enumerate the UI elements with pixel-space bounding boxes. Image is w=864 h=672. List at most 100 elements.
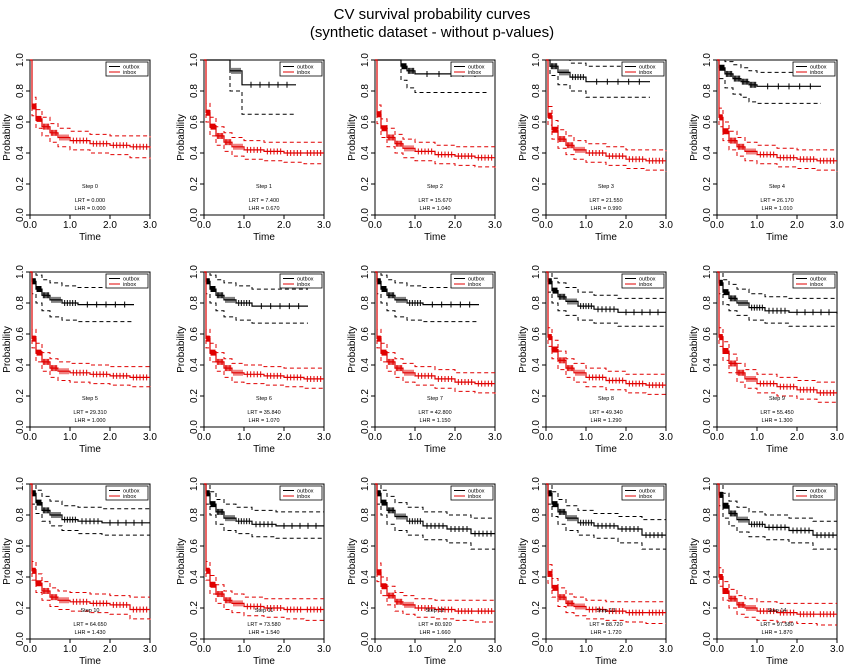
- figure-subtitle: (synthetic dataset - without p-values): [309, 24, 555, 41]
- x-tick-label: 3.0: [143, 432, 157, 443]
- y-tick-label: 0.4: [360, 146, 371, 160]
- y-tick-label: 0.4: [15, 146, 26, 160]
- y-tick-label: 1.0: [189, 53, 200, 67]
- x-tick-label: 3.0: [830, 644, 844, 655]
- lhr-label: LHR = 1.430: [74, 630, 105, 636]
- y-tick-label: 0.6: [360, 327, 371, 341]
- lrt-label: LRT = 42.800: [418, 410, 451, 416]
- inbox-survival-curve: [204, 483, 324, 611]
- inbox-survival-curve: [546, 59, 666, 162]
- legend-label-inbox: inbox: [639, 494, 652, 500]
- lhr-label: LHR = 1.070: [248, 418, 279, 424]
- plot-frame: [545, 483, 667, 640]
- inbox-survival-curve: [204, 59, 324, 154]
- y-tick-label: 0.6: [531, 115, 542, 129]
- x-tick-label: 2.0: [277, 220, 291, 231]
- inbox-upper-band: [717, 59, 837, 151]
- y-tick-label: 0.8: [531, 84, 542, 98]
- x-axis-title: Time: [766, 656, 788, 667]
- survival-panel: 0.0 1.0 2.0 3.00.00.20.40.60.81.0TimeProbab…: [347, 477, 502, 667]
- plot-frame: [716, 59, 838, 216]
- inbox-lower-band: [375, 59, 496, 169]
- y-tick-label: 1.0: [15, 265, 26, 279]
- y-tick-label: 0.2: [15, 389, 26, 403]
- x-tick-label: 3.0: [659, 644, 673, 655]
- y-tick-label: 0.4: [702, 146, 713, 160]
- inbox-lower-band: [30, 271, 151, 389]
- inbox-survival-curve: [717, 271, 837, 394]
- y-tick-label: 1.0: [189, 477, 200, 491]
- inbox-survival-curve: [375, 59, 495, 159]
- x-tick-label: 3.0: [488, 644, 502, 655]
- x-axis-title: Time: [424, 232, 446, 243]
- x-axis-title: Time: [79, 656, 101, 667]
- y-tick-label: 0.6: [189, 327, 200, 341]
- outbox-upper-band: [546, 271, 666, 299]
- y-tick-label: 0.4: [702, 358, 713, 372]
- x-tick-label: 1.0: [579, 220, 593, 231]
- x-tick-label: 0.0: [710, 644, 724, 655]
- y-tick-label: 0.0: [360, 420, 371, 434]
- step-label: Step 4: [769, 184, 785, 190]
- lrt-label: LRT = 55.450: [760, 410, 793, 416]
- lrt-label: LRT = 88.720: [589, 622, 622, 628]
- x-tick-label: 2.0: [277, 432, 291, 443]
- inbox-upper-band: [546, 59, 667, 152]
- x-tick-label: 1.0: [63, 644, 77, 655]
- y-tick-label: 1.0: [360, 477, 371, 491]
- lhr-label: LHR = 1.300: [761, 418, 792, 424]
- y-tick-label: 0.4: [531, 146, 542, 160]
- y-tick-label: 0.4: [360, 358, 371, 372]
- x-tick-label: 2.0: [619, 220, 633, 231]
- x-tick-label: 0.0: [539, 644, 553, 655]
- y-axis-title: Probability: [2, 538, 13, 585]
- legend-label-inbox: inbox: [297, 282, 310, 288]
- x-tick-label: 2.0: [448, 220, 462, 231]
- lhr-label: LHR = 1.540: [248, 630, 279, 636]
- outbox-upper-band: [204, 483, 324, 513]
- x-axis-title: Time: [595, 656, 617, 667]
- plot-frame: [203, 271, 325, 428]
- x-tick-label: 2.0: [790, 644, 804, 655]
- lrt-label: LRT = 7.400: [249, 198, 279, 204]
- x-tick-label: 2.0: [790, 220, 804, 231]
- outbox-upper-band: [30, 483, 150, 510]
- lrt-label: LRT = 49.340: [589, 410, 622, 416]
- y-tick-label: 0.8: [360, 84, 371, 98]
- lhr-label: LHR = 1.660: [419, 630, 450, 636]
- survival-panel: 0.0 1.0 2.0 3.00.00.20.40.60.81.0TimeProbab…: [689, 477, 844, 667]
- x-tick-label: 1.0: [579, 644, 593, 655]
- survival-panel: 0.0 1.0 2.0 3.00.00.20.40.60.81.0TimeProbab…: [176, 53, 331, 243]
- inbox-upper-band: [30, 483, 150, 598]
- lrt-label: LRT = 73.580: [247, 622, 280, 628]
- outbox-upper-band: [717, 59, 821, 73]
- outbox-upper-band: [375, 483, 495, 519]
- x-axis-title: Time: [766, 444, 788, 455]
- x-tick-label: 1.0: [408, 432, 422, 443]
- lrt-label: LRT = 29.310: [73, 410, 106, 416]
- x-tick-label: 2.0: [103, 644, 117, 655]
- outbox-lower-band: [30, 483, 150, 536]
- y-tick-label: 0.8: [702, 84, 713, 98]
- x-tick-label: 0.0: [710, 432, 724, 443]
- legend-label-outbox: outbox: [297, 65, 314, 71]
- y-tick-label: 0.4: [189, 358, 200, 372]
- step-label: Step 2: [427, 184, 443, 190]
- x-tick-label: 0.0: [197, 220, 211, 231]
- y-tick-label: 0.8: [189, 296, 200, 310]
- y-tick-label: 0.0: [360, 632, 371, 646]
- x-axis-title: Time: [595, 444, 617, 455]
- y-tick-label: 0.8: [360, 508, 371, 522]
- y-tick-label: 0.6: [702, 115, 713, 129]
- y-tick-label: 1.0: [702, 53, 713, 67]
- inbox-lower-band: [546, 483, 666, 624]
- inbox-survival-curve: [204, 271, 324, 380]
- lrt-label: LRT = 97.580: [760, 622, 793, 628]
- plot-frame: [203, 59, 325, 216]
- step-label: Step 7: [427, 396, 443, 402]
- x-tick-label: 1.0: [408, 644, 422, 655]
- inbox-upper-band: [375, 483, 495, 601]
- step-label: Step 14: [768, 608, 787, 614]
